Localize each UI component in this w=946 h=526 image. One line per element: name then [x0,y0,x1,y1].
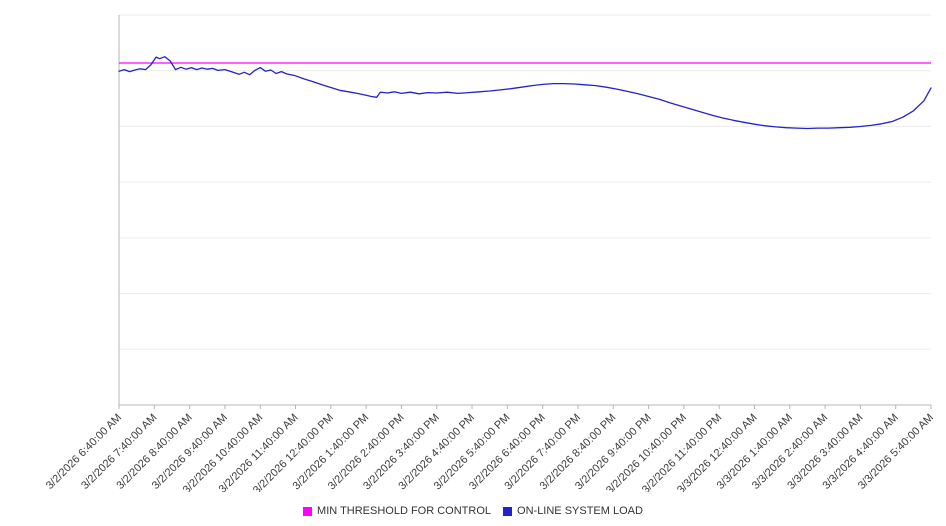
legend-swatch [303,506,313,516]
legend-swatch [503,506,513,516]
legend-item-load[interactable]: ON-LINE SYSTEM LOAD [503,505,643,517]
chart-legend: MIN THRESHOLD FOR CONTROL ON-LINE SYSTEM… [0,505,946,517]
legend-label-load: ON-LINE SYSTEM LOAD [517,505,643,517]
legend-item-threshold[interactable]: MIN THRESHOLD FOR CONTROL [303,505,491,517]
legend-label-threshold: MIN THRESHOLD FOR CONTROL [317,505,492,517]
chart-svg: 3/2/2026 6:40:00 AM3/2/2026 7:40:00 AM3/… [44,14,936,492]
load-line [118,56,932,130]
